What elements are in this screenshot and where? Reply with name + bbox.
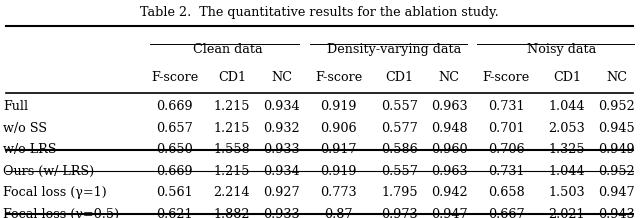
Text: 0.669: 0.669 — [157, 100, 193, 113]
Text: F-score: F-score — [483, 71, 530, 84]
Text: 0.917: 0.917 — [321, 143, 357, 156]
Text: 0.773: 0.773 — [320, 186, 357, 199]
Text: 0.667: 0.667 — [488, 208, 524, 218]
Text: 0.948: 0.948 — [431, 122, 467, 135]
Text: 0.731: 0.731 — [488, 100, 524, 113]
Text: 0.669: 0.669 — [157, 165, 193, 178]
Text: 1.215: 1.215 — [214, 100, 250, 113]
Text: Full: Full — [3, 100, 28, 113]
Text: 1.044: 1.044 — [548, 165, 585, 178]
Text: 0.927: 0.927 — [263, 186, 300, 199]
Text: 0.947: 0.947 — [431, 208, 467, 218]
Text: 0.943: 0.943 — [598, 208, 635, 218]
Text: 0.934: 0.934 — [263, 100, 300, 113]
Text: 1.044: 1.044 — [548, 100, 585, 113]
Text: 0.621: 0.621 — [157, 208, 193, 218]
Text: 0.87: 0.87 — [324, 208, 353, 218]
Text: 2.214: 2.214 — [214, 186, 250, 199]
Text: 0.932: 0.932 — [263, 122, 300, 135]
Text: 0.949: 0.949 — [598, 143, 635, 156]
Text: 0.657: 0.657 — [157, 122, 193, 135]
Text: 0.919: 0.919 — [321, 100, 357, 113]
Text: 1.795: 1.795 — [381, 186, 418, 199]
Text: 0.557: 0.557 — [381, 100, 418, 113]
Text: 0.906: 0.906 — [320, 122, 357, 135]
Text: Ours (w/ LRS): Ours (w/ LRS) — [3, 165, 95, 178]
Text: 0.963: 0.963 — [431, 165, 467, 178]
Text: NC: NC — [606, 71, 627, 84]
Text: CD1: CD1 — [385, 71, 413, 84]
Text: 0.561: 0.561 — [157, 186, 193, 199]
Text: 0.960: 0.960 — [431, 143, 467, 156]
Text: 0.963: 0.963 — [431, 100, 467, 113]
Text: 0.952: 0.952 — [598, 165, 635, 178]
Text: 0.933: 0.933 — [263, 143, 300, 156]
Text: 0.650: 0.650 — [157, 143, 193, 156]
Text: 0.731: 0.731 — [488, 165, 524, 178]
Text: Table 2.  The quantitative results for the ablation study.: Table 2. The quantitative results for th… — [140, 6, 499, 19]
Text: Focal loss (γ=0.5): Focal loss (γ=0.5) — [3, 208, 120, 218]
Text: Clean data: Clean data — [193, 43, 263, 56]
Text: 0.947: 0.947 — [598, 186, 635, 199]
Text: NC: NC — [438, 71, 460, 84]
Text: 0.942: 0.942 — [431, 186, 467, 199]
Text: 0.933: 0.933 — [263, 208, 300, 218]
Text: 0.658: 0.658 — [488, 186, 524, 199]
Text: F-score: F-score — [151, 71, 198, 84]
Text: 0.973: 0.973 — [381, 208, 418, 218]
Text: 0.586: 0.586 — [381, 143, 418, 156]
Text: 2.053: 2.053 — [548, 122, 585, 135]
Text: F-score: F-score — [315, 71, 362, 84]
Text: 0.934: 0.934 — [263, 165, 300, 178]
Text: 1.325: 1.325 — [548, 143, 585, 156]
Text: 1.882: 1.882 — [214, 208, 250, 218]
Text: 0.577: 0.577 — [381, 122, 418, 135]
Text: Density-varying data: Density-varying data — [326, 43, 461, 56]
Text: 0.706: 0.706 — [488, 143, 524, 156]
Text: w/o LRS: w/o LRS — [3, 143, 57, 156]
Text: 0.952: 0.952 — [598, 100, 635, 113]
Text: Noisy data: Noisy data — [527, 43, 596, 56]
Text: 0.701: 0.701 — [488, 122, 524, 135]
Text: NC: NC — [271, 71, 292, 84]
Text: CD1: CD1 — [218, 71, 246, 84]
Text: 1.558: 1.558 — [214, 143, 250, 156]
Text: 2.021: 2.021 — [548, 208, 585, 218]
Text: CD1: CD1 — [553, 71, 581, 84]
Text: 0.557: 0.557 — [381, 165, 418, 178]
Text: 0.919: 0.919 — [321, 165, 357, 178]
Text: 1.215: 1.215 — [214, 122, 250, 135]
Text: 1.215: 1.215 — [214, 165, 250, 178]
Text: w/o SS: w/o SS — [3, 122, 47, 135]
Text: 0.945: 0.945 — [598, 122, 635, 135]
Text: 1.503: 1.503 — [548, 186, 585, 199]
Text: Focal loss (γ=1): Focal loss (γ=1) — [3, 186, 107, 199]
